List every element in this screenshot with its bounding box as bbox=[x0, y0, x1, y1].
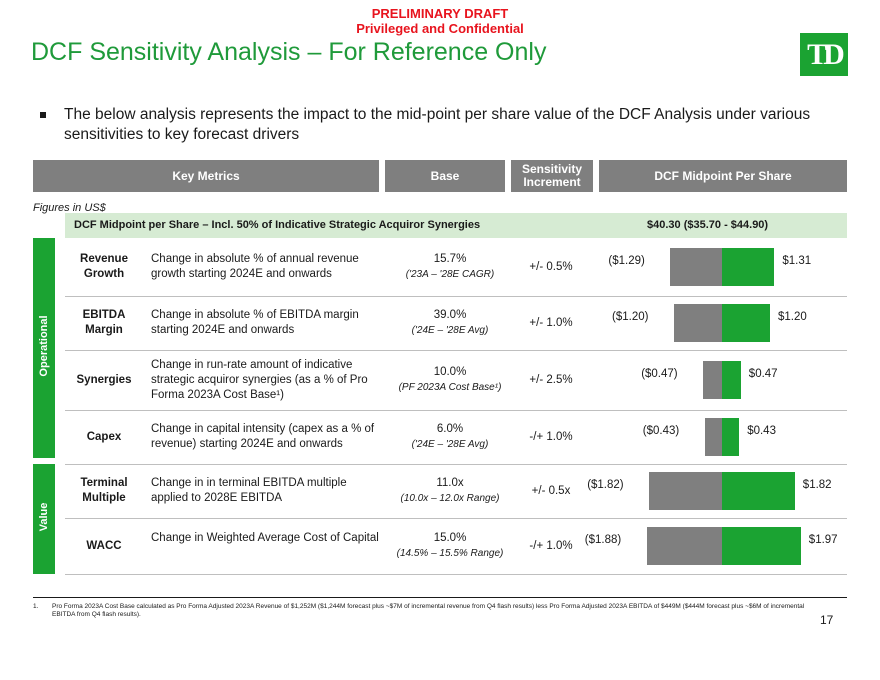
table-row: Terminal Multiple Change in in terminal E… bbox=[65, 464, 847, 519]
row-base-value: 10.0% bbox=[433, 366, 467, 378]
negative-value: ($1.82) bbox=[587, 479, 624, 491]
row-increment: -/+ 1.0% bbox=[529, 431, 573, 443]
negative-value: ($1.20) bbox=[612, 311, 649, 323]
bullet-icon bbox=[40, 112, 46, 118]
negative-value: ($0.43) bbox=[642, 425, 680, 437]
row-increment: +/- 1.0% bbox=[529, 317, 573, 329]
row-metric: Terminal Multiple bbox=[80, 477, 128, 504]
row-base: 11.0x (10.0x – 12.0x Range) bbox=[385, 476, 515, 506]
intro-bullet: The below analysis represents the impact… bbox=[40, 105, 840, 145]
header-midpoint: DCF Midpoint Per Share bbox=[599, 160, 847, 192]
row-increment: -/+ 1.0% bbox=[529, 540, 573, 552]
negative-bar bbox=[704, 418, 722, 456]
figures-note: Figures in US$ bbox=[33, 202, 106, 214]
row-base: 39.0% ('24E – '28E Avg) bbox=[385, 308, 515, 338]
table-row: Revenue Growth Change in absolute % of an… bbox=[65, 238, 847, 297]
page-title: DCF Sensitivity Analysis – For Reference… bbox=[31, 38, 547, 66]
footnote-text: Pro Forma 2023A Cost Base calculated as … bbox=[52, 603, 805, 618]
row-base-value: 15.0% bbox=[433, 532, 467, 544]
row-metric: Capex bbox=[86, 430, 122, 443]
summary-value: $40.30 ($35.70 - $44.90) bbox=[647, 219, 769, 231]
row-base-note: (14.5% – 15.5% Range) bbox=[396, 548, 504, 559]
group-operational-label: Operational bbox=[38, 315, 50, 377]
row-metric: Synergies bbox=[76, 373, 132, 386]
row-base: 15.0% (14.5% – 15.5% Range) bbox=[385, 531, 515, 561]
positive-bar bbox=[722, 248, 775, 286]
summary-band: DCF Midpoint per Share – Incl. 50% of In… bbox=[65, 213, 847, 238]
positive-value: $0.43 bbox=[747, 425, 776, 437]
row-increment: +/- 2.5% bbox=[529, 374, 573, 386]
row-base-note: (PF 2023A Cost Base¹) bbox=[398, 382, 502, 393]
footer-divider bbox=[33, 597, 847, 598]
row-metric: Revenue Growth bbox=[80, 253, 128, 280]
confidential-label: Privileged and Confidential bbox=[356, 21, 524, 36]
table-row: Capex Change in capital intensity (capex … bbox=[65, 410, 847, 465]
row-base: 6.0% ('24E – '28E Avg) bbox=[385, 422, 515, 452]
row-base-value: 11.0x bbox=[436, 477, 464, 489]
row-base-note: ('24E – '28E Avg) bbox=[411, 325, 489, 336]
row-description: Change in in terminal EBITDA multiple ap… bbox=[151, 477, 347, 504]
header-base: Base bbox=[385, 160, 505, 192]
negative-value: ($1.88) bbox=[584, 534, 622, 546]
row-base-note: ('24E – '28E Avg) bbox=[411, 439, 489, 450]
positive-value: $1.31 bbox=[782, 255, 812, 267]
group-operational: Operational bbox=[33, 238, 55, 458]
negative-bar bbox=[670, 248, 722, 286]
positive-value: $0.47 bbox=[748, 368, 778, 380]
summary-label: DCF Midpoint per Share – Incl. 50% of In… bbox=[74, 219, 481, 231]
header-key-metrics: Key Metrics bbox=[33, 160, 379, 192]
group-value: Value bbox=[33, 464, 55, 574]
row-base-value: 39.0% bbox=[433, 309, 467, 321]
row-description: Change in Weighted Average Cost of Capit… bbox=[151, 532, 379, 544]
row-description: Change in run-rate amount of indicative … bbox=[151, 358, 368, 401]
negative-bar bbox=[649, 472, 722, 510]
negative-bar bbox=[703, 361, 722, 399]
draft-banner: PRELIMINARY DRAFT Privileged and Confide… bbox=[0, 6, 880, 36]
header-increment: Sensitivity Increment bbox=[511, 160, 593, 192]
table-row: WACC Change in Weighted Average Cost of C… bbox=[65, 518, 847, 575]
row-base: 15.7% ('23A – '28E CAGR) bbox=[385, 252, 515, 282]
row-base-note: ('23A – '28E CAGR) bbox=[405, 269, 495, 280]
positive-bar bbox=[722, 361, 741, 399]
page-number: 17 bbox=[820, 613, 834, 627]
positive-bar bbox=[722, 304, 770, 342]
group-value-label: Value bbox=[38, 502, 50, 532]
positive-bar bbox=[722, 472, 795, 510]
row-description: Change in absolute % of EBITDA margin st… bbox=[151, 309, 359, 336]
td-logo: TD bbox=[800, 33, 848, 76]
row-metric: WACC bbox=[86, 539, 122, 552]
footnote-number: 1. bbox=[33, 603, 39, 610]
draft-label: PRELIMINARY DRAFT bbox=[371, 6, 509, 21]
footnote: 1. Pro Forma 2023A Cost Base calculated … bbox=[33, 603, 813, 619]
negative-value: ($0.47) bbox=[641, 368, 678, 380]
positive-value: $1.20 bbox=[778, 311, 807, 323]
negative-value: ($1.29) bbox=[608, 255, 645, 267]
row-base-value: 15.7% bbox=[433, 253, 467, 265]
intro-text: The below analysis represents the impact… bbox=[64, 106, 811, 143]
row-increment: +/- 0.5% bbox=[529, 261, 573, 273]
row-description: Change in absolute % of annual revenue g… bbox=[151, 253, 359, 280]
positive-bar bbox=[722, 527, 801, 565]
row-base-note: (10.0x – 12.0x Range) bbox=[400, 493, 500, 504]
row-description: Change in capital intensity (capex as a … bbox=[151, 423, 375, 450]
row-increment: +/- 0.5x bbox=[531, 485, 571, 497]
row-base: 10.0% (PF 2023A Cost Base¹) bbox=[385, 365, 515, 395]
row-base-value: 6.0% bbox=[436, 423, 464, 435]
positive-value: $1.97 bbox=[808, 534, 838, 546]
table-row: EBITDA Margin Change in absolute % of EBI… bbox=[65, 296, 847, 351]
positive-value: $1.82 bbox=[802, 479, 832, 491]
negative-bar bbox=[646, 527, 722, 565]
negative-bar bbox=[674, 304, 722, 342]
table-row: Synergies Change in run-rate amount of in… bbox=[65, 350, 847, 411]
row-metric: EBITDA Margin bbox=[82, 309, 126, 336]
positive-bar bbox=[722, 418, 740, 456]
